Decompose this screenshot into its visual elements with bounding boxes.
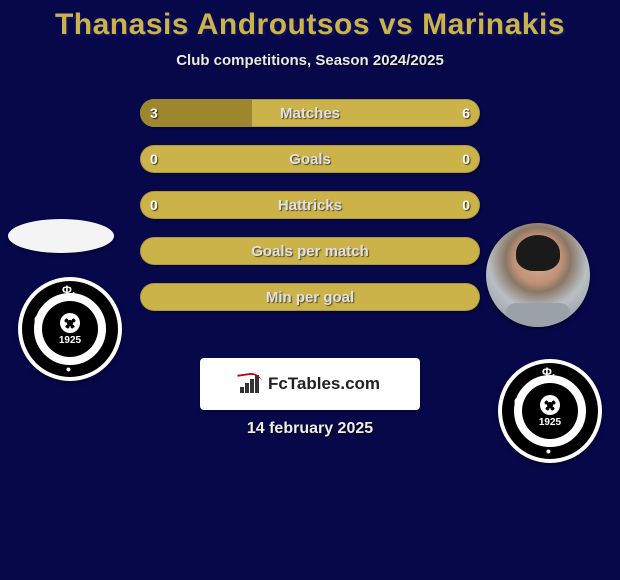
- stat-label: Goals: [140, 145, 480, 173]
- brand-footer: FcTables.com: [200, 358, 420, 410]
- club-left-badge: Ο. Φ. Η. • 1925: [18, 277, 122, 381]
- stat-label: Hattricks: [140, 191, 480, 219]
- stat-label: Goals per match: [140, 237, 480, 265]
- stat-label: Matches: [140, 99, 480, 127]
- stat-row-min-per-goal: Min per goal: [140, 283, 480, 311]
- soccer-ball-icon: [540, 395, 560, 415]
- stat-row-hattricks: 0 Hattricks 0: [140, 191, 480, 219]
- player-left-avatar-placeholder: [8, 219, 114, 253]
- club-left-year: 1925: [59, 335, 81, 346]
- club-left-ring-f: Φ.: [62, 283, 75, 297]
- bar-chart-icon: [240, 375, 262, 393]
- comparison-date: 14 february 2025: [0, 420, 620, 438]
- stat-bars: 3 Matches 6 0 Goals 0 0 Hattricks 0 Goal…: [140, 99, 480, 329]
- soccer-ball-icon: [60, 313, 80, 333]
- stat-row-goals: 0 Goals 0: [140, 145, 480, 173]
- stat-right-value: 0: [462, 191, 470, 219]
- page-title: Thanasis Androutsos vs Marinakis: [0, 0, 620, 42]
- club-right-ring-f: Φ.: [542, 365, 555, 379]
- page-subtitle: Club competitions, Season 2024/2025: [0, 52, 620, 69]
- stat-row-matches: 3 Matches 6: [140, 99, 480, 127]
- brand-text: FcTables.com: [268, 374, 380, 394]
- club-left-ring-dot: •: [66, 361, 71, 377]
- stat-right-value: 6: [462, 99, 470, 127]
- stat-row-goals-per-match: Goals per match: [140, 237, 480, 265]
- player-right-avatar: [486, 223, 590, 327]
- club-right-ring-dot: •: [546, 443, 551, 459]
- stat-right-value: 0: [462, 145, 470, 173]
- stat-label: Min per goal: [140, 283, 480, 311]
- club-right-badge: Ο. Φ. Η. • 1925: [498, 359, 602, 463]
